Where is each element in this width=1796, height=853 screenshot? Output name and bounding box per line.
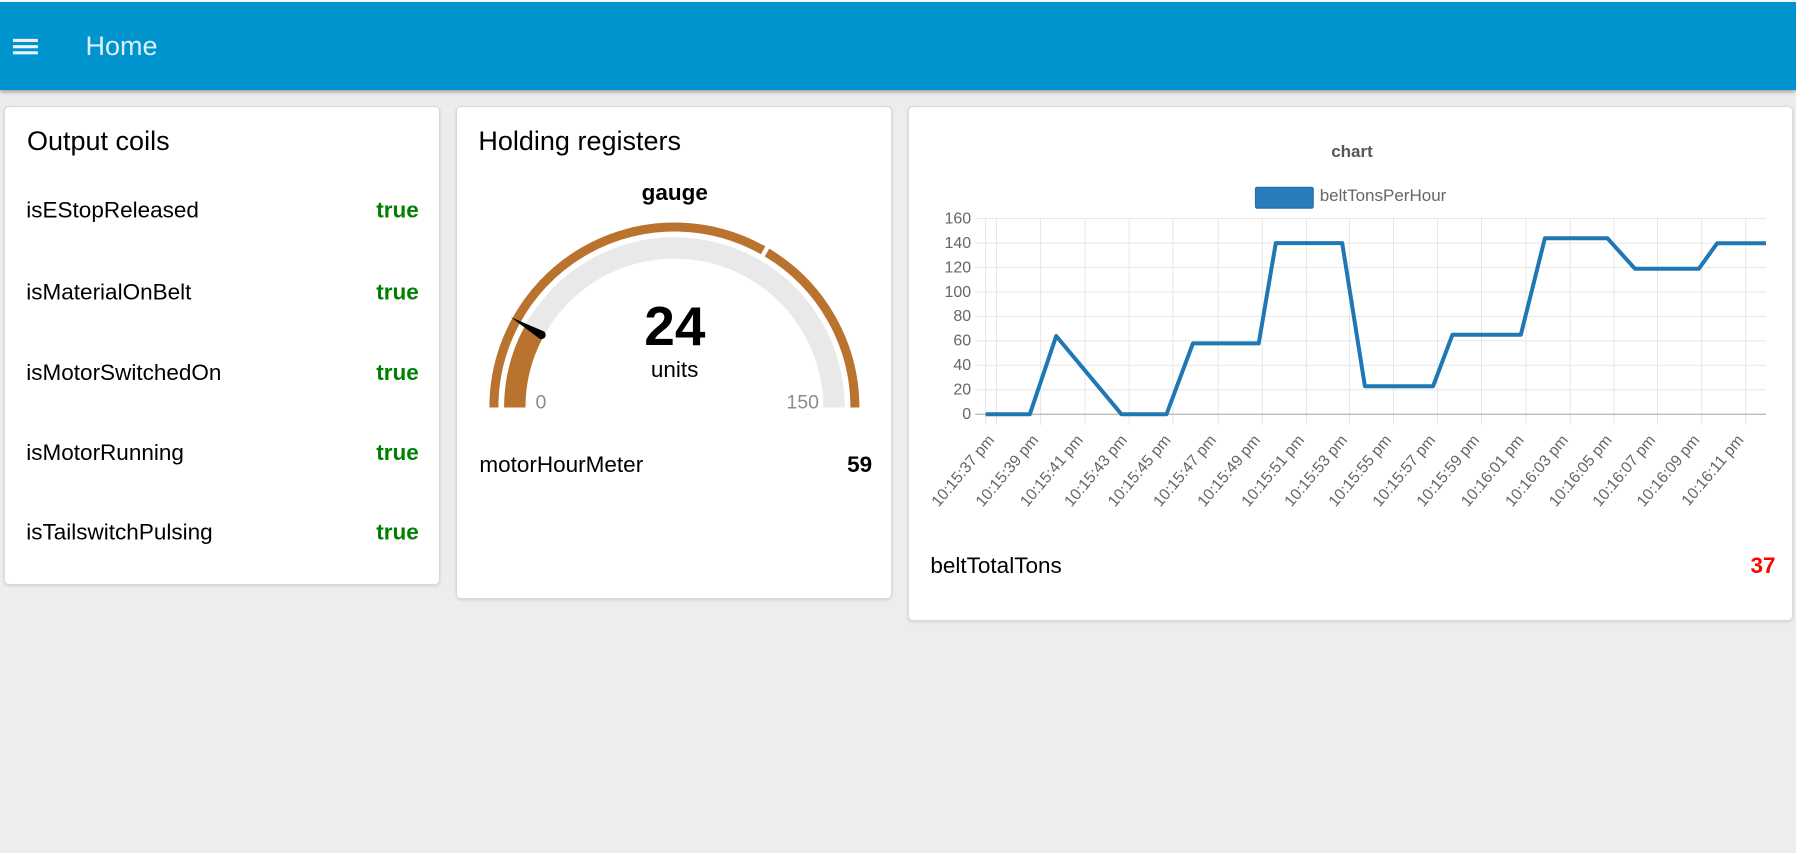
svg-text:100: 100 [944, 284, 971, 301]
svg-text:37: 37 [1750, 553, 1775, 578]
svg-text:59: 59 [847, 452, 872, 477]
svg-text:120: 120 [944, 259, 971, 276]
svg-text:isMaterialOnBelt: isMaterialOnBelt [26, 280, 192, 305]
svg-text:140: 140 [944, 235, 971, 252]
svg-text:0: 0 [536, 391, 547, 413]
svg-text:24: 24 [644, 295, 706, 357]
svg-text:isMotorSwitchedOn: isMotorSwitchedOn [26, 360, 221, 385]
svg-text:isMotorRunning: isMotorRunning [26, 440, 184, 465]
svg-text:isTailswitchPulsing: isTailswitchPulsing [26, 520, 212, 545]
svg-text:chart: chart [1331, 142, 1373, 161]
svg-text:motorHourMeter: motorHourMeter [479, 452, 643, 477]
svg-text:80: 80 [953, 308, 971, 325]
svg-text:Holding registers: Holding registers [478, 126, 681, 156]
svg-text:units: units [651, 357, 699, 382]
svg-text:Home: Home [86, 31, 158, 61]
svg-text:true: true [376, 440, 419, 465]
svg-text:true: true [376, 360, 419, 385]
svg-text:beltTonsPerHour: beltTonsPerHour [1320, 186, 1447, 205]
svg-text:true: true [376, 198, 419, 223]
svg-text:20: 20 [953, 382, 971, 399]
svg-text:0: 0 [962, 406, 971, 423]
svg-text:true: true [376, 520, 419, 545]
svg-text:40: 40 [953, 357, 971, 374]
svg-text:150: 150 [786, 391, 819, 413]
svg-text:true: true [376, 280, 419, 305]
svg-text:160: 160 [944, 210, 971, 227]
svg-text:gauge: gauge [642, 180, 708, 205]
svg-text:beltTotalTons: beltTotalTons [930, 553, 1061, 578]
svg-text:isEStopReleased: isEStopReleased [26, 198, 199, 223]
svg-text:Output coils: Output coils [27, 126, 170, 156]
svg-text:60: 60 [953, 333, 971, 350]
